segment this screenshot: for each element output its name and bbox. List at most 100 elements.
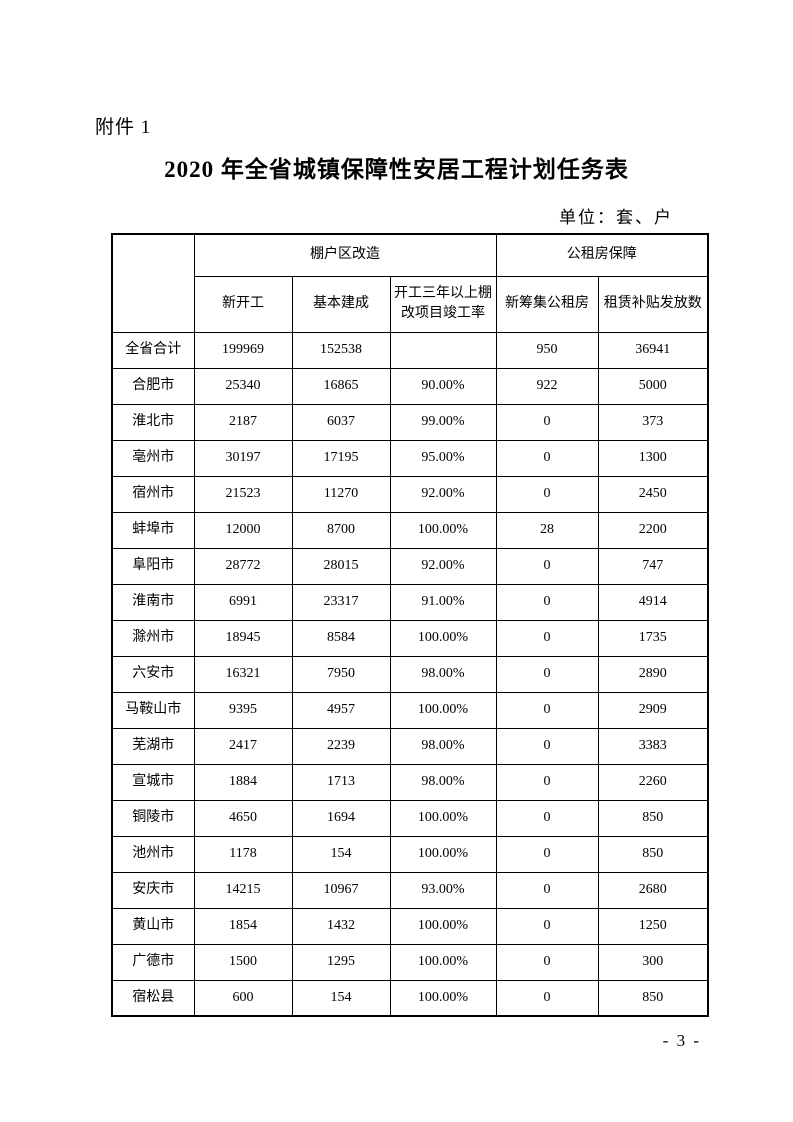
cell-new-rental: 0 xyxy=(495,907,599,945)
cell-rate: 100.00% xyxy=(389,799,497,837)
table-row: 全省合计 199969 152538 950 36941 xyxy=(111,331,709,369)
cell-completed: 8700 xyxy=(291,511,391,549)
cell-new-rental: 0 xyxy=(495,403,599,441)
row-label: 黄山市 xyxy=(111,907,195,945)
cell-subsidy: 373 xyxy=(597,403,709,441)
table-row: 阜阳市 28772 28015 92.00% 0 747 xyxy=(111,547,709,585)
cell-new-start: 12000 xyxy=(193,511,293,549)
cell-completed: 10967 xyxy=(291,871,391,909)
cell-rate: 100.00% xyxy=(389,511,497,549)
cell-rate: 92.00% xyxy=(389,475,497,513)
cell-rate: 99.00% xyxy=(389,403,497,441)
cell-subsidy: 4914 xyxy=(597,583,709,621)
cell-new-start: 25340 xyxy=(193,367,293,405)
cell-subsidy: 2909 xyxy=(597,691,709,729)
cell-completed: 6037 xyxy=(291,403,391,441)
cell-rate: 100.00% xyxy=(389,619,497,657)
cell-subsidy: 2260 xyxy=(597,763,709,801)
cell-completed: 17195 xyxy=(291,439,391,477)
cell-subsidy: 3383 xyxy=(597,727,709,765)
table-row: 池州市 1178 154 100.00% 0 850 xyxy=(111,835,709,873)
cell-subsidy: 850 xyxy=(597,979,709,1017)
cell-completed: 1295 xyxy=(291,943,391,981)
cell-rate: 100.00% xyxy=(389,943,497,981)
row-label: 淮北市 xyxy=(111,403,195,441)
cell-new-start: 1178 xyxy=(193,835,293,873)
row-label: 阜阳市 xyxy=(111,547,195,585)
cell-completed: 7950 xyxy=(291,655,391,693)
cell-rate: 100.00% xyxy=(389,979,497,1017)
row-label: 六安市 xyxy=(111,655,195,693)
cell-subsidy: 2200 xyxy=(597,511,709,549)
cell-new-rental: 0 xyxy=(495,763,599,801)
cell-completed: 16865 xyxy=(291,367,391,405)
cell-new-rental: 950 xyxy=(495,331,599,369)
cell-new-start: 1884 xyxy=(193,763,293,801)
cell-rate: 91.00% xyxy=(389,583,497,621)
cell-new-rental: 0 xyxy=(495,799,599,837)
cell-new-start: 14215 xyxy=(193,871,293,909)
cell-new-start: 2417 xyxy=(193,727,293,765)
cell-rate: 90.00% xyxy=(389,367,497,405)
cell-rate: 98.00% xyxy=(389,655,497,693)
row-label: 滁州市 xyxy=(111,619,195,657)
table-row: 安庆市 14215 10967 93.00% 0 2680 xyxy=(111,871,709,909)
table-row: 亳州市 30197 17195 95.00% 0 1300 xyxy=(111,439,709,477)
row-label: 蚌埠市 xyxy=(111,511,195,549)
cell-subsidy: 5000 xyxy=(597,367,709,405)
cell-new-start: 18945 xyxy=(193,619,293,657)
cell-rate: 100.00% xyxy=(389,691,497,729)
cell-new-rental: 0 xyxy=(495,475,599,513)
cell-new-start: 4650 xyxy=(193,799,293,837)
cell-new-rental: 0 xyxy=(495,439,599,477)
header-col-basically-completed: 基本建成 xyxy=(291,275,391,333)
cell-new-rental: 0 xyxy=(495,871,599,909)
table-row: 淮南市 6991 23317 91.00% 0 4914 xyxy=(111,583,709,621)
cell-new-start: 2187 xyxy=(193,403,293,441)
header-sub-row: 新开工 基本建成 开工三年以上棚改项目竣工率 新筹集公租房 租赁补贴发放数 xyxy=(112,275,709,333)
cell-subsidy: 1250 xyxy=(597,907,709,945)
cell-new-start: 199969 xyxy=(193,331,293,369)
header-col-completion-rate: 开工三年以上棚改项目竣工率 xyxy=(389,275,497,333)
table-row: 铜陵市 4650 1694 100.00% 0 850 xyxy=(111,799,709,837)
cell-subsidy: 1300 xyxy=(597,439,709,477)
row-label: 全省合计 xyxy=(111,331,195,369)
cell-rate: 98.00% xyxy=(389,763,497,801)
cell-rate: 95.00% xyxy=(389,439,497,477)
cell-new-rental: 0 xyxy=(495,943,599,981)
cell-new-start: 28772 xyxy=(193,547,293,585)
page-number: - 3 - xyxy=(662,1031,701,1050)
cell-new-rental: 922 xyxy=(495,367,599,405)
cell-completed: 28015 xyxy=(291,547,391,585)
cell-new-rental: 0 xyxy=(495,691,599,729)
table-row: 马鞍山市 9395 4957 100.00% 0 2909 xyxy=(111,691,709,729)
cell-rate: 100.00% xyxy=(389,835,497,873)
cell-new-start: 6991 xyxy=(193,583,293,621)
table-row: 合肥市 25340 16865 90.00% 922 5000 xyxy=(111,367,709,405)
cell-subsidy: 300 xyxy=(597,943,709,981)
cell-rate: 98.00% xyxy=(389,727,497,765)
row-label: 宿松县 xyxy=(111,979,195,1017)
table-row: 黄山市 1854 1432 100.00% 0 1250 xyxy=(111,907,709,945)
cell-subsidy: 2450 xyxy=(597,475,709,513)
cell-subsidy: 36941 xyxy=(597,331,709,369)
cell-rate: 100.00% xyxy=(389,907,497,945)
row-label: 宣城市 xyxy=(111,763,195,801)
table-row: 淮北市 2187 6037 99.00% 0 373 xyxy=(111,403,709,441)
row-label: 芜湖市 xyxy=(111,727,195,765)
cell-new-start: 600 xyxy=(193,979,293,1017)
cell-completed: 23317 xyxy=(291,583,391,621)
cell-subsidy: 2680 xyxy=(597,871,709,909)
cell-completed: 1694 xyxy=(291,799,391,837)
cell-new-rental: 0 xyxy=(495,547,599,585)
row-label: 马鞍山市 xyxy=(111,691,195,729)
header-col-new-start: 新开工 xyxy=(193,275,293,333)
cell-rate: 93.00% xyxy=(389,871,497,909)
table-row: 广德市 1500 1295 100.00% 0 300 xyxy=(111,943,709,981)
cell-new-start: 1500 xyxy=(193,943,293,981)
cell-completed: 11270 xyxy=(291,475,391,513)
cell-completed: 1432 xyxy=(291,907,391,945)
row-label: 合肥市 xyxy=(111,367,195,405)
row-label: 宿州市 xyxy=(111,475,195,513)
